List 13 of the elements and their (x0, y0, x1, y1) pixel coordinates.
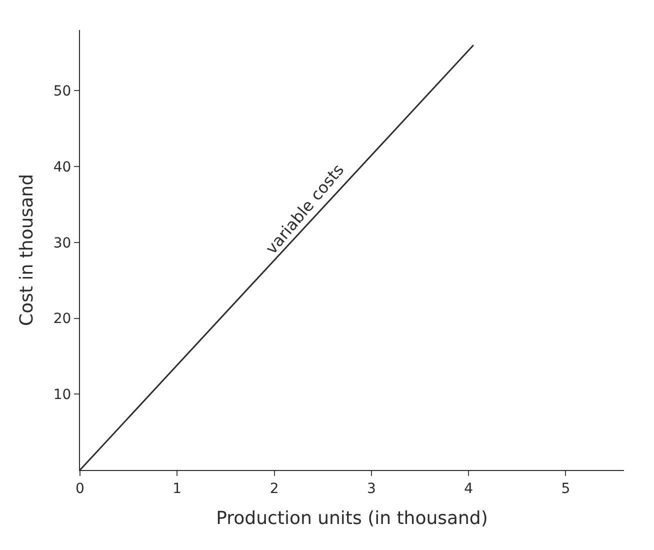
y-tick-label: 10 (53, 387, 72, 404)
y-tick-label: 20 (53, 311, 72, 328)
y-tick-label: 40 (53, 159, 72, 176)
x-tick-label: 2 (270, 480, 279, 497)
x-tick-label: 5 (561, 480, 570, 497)
x-tick-label: 4 (464, 480, 474, 497)
x-tick-label: 1 (172, 480, 182, 497)
y-tick-label: 50 (53, 84, 72, 100)
x-tick-label: 0 (76, 480, 84, 497)
x-tick-label: 3 (366, 480, 376, 497)
y-axis-title: Cost in thousand (16, 174, 38, 326)
x-axis-title: Production units (in thousand) (216, 508, 488, 529)
y-tick-label: 30 (53, 235, 72, 252)
